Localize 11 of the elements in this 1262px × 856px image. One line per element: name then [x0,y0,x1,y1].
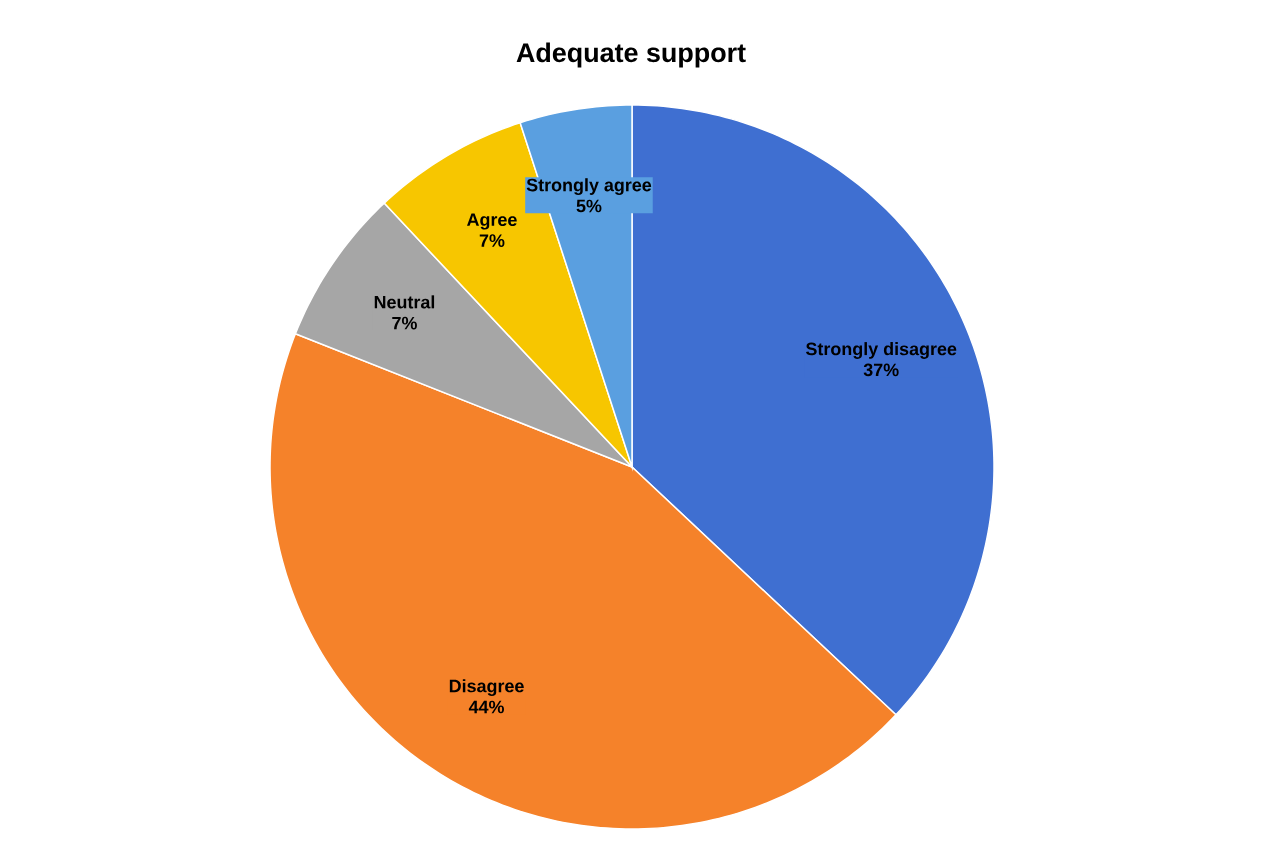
data-label: 44% [468,700,504,714]
slice-label: Strongly disagree [805,342,957,359]
slice-label: Disagree [449,679,524,696]
data-label: 37% [863,363,899,377]
data-label: 5% [576,199,602,213]
slice-label: Agree [467,213,517,230]
slice-label: Strongly agree [526,178,652,195]
data-label: 7% [479,234,505,247]
data-label: 7% [392,316,417,330]
slice-label: Neutral [374,295,435,309]
chart-title: Adequate support [516,42,746,68]
